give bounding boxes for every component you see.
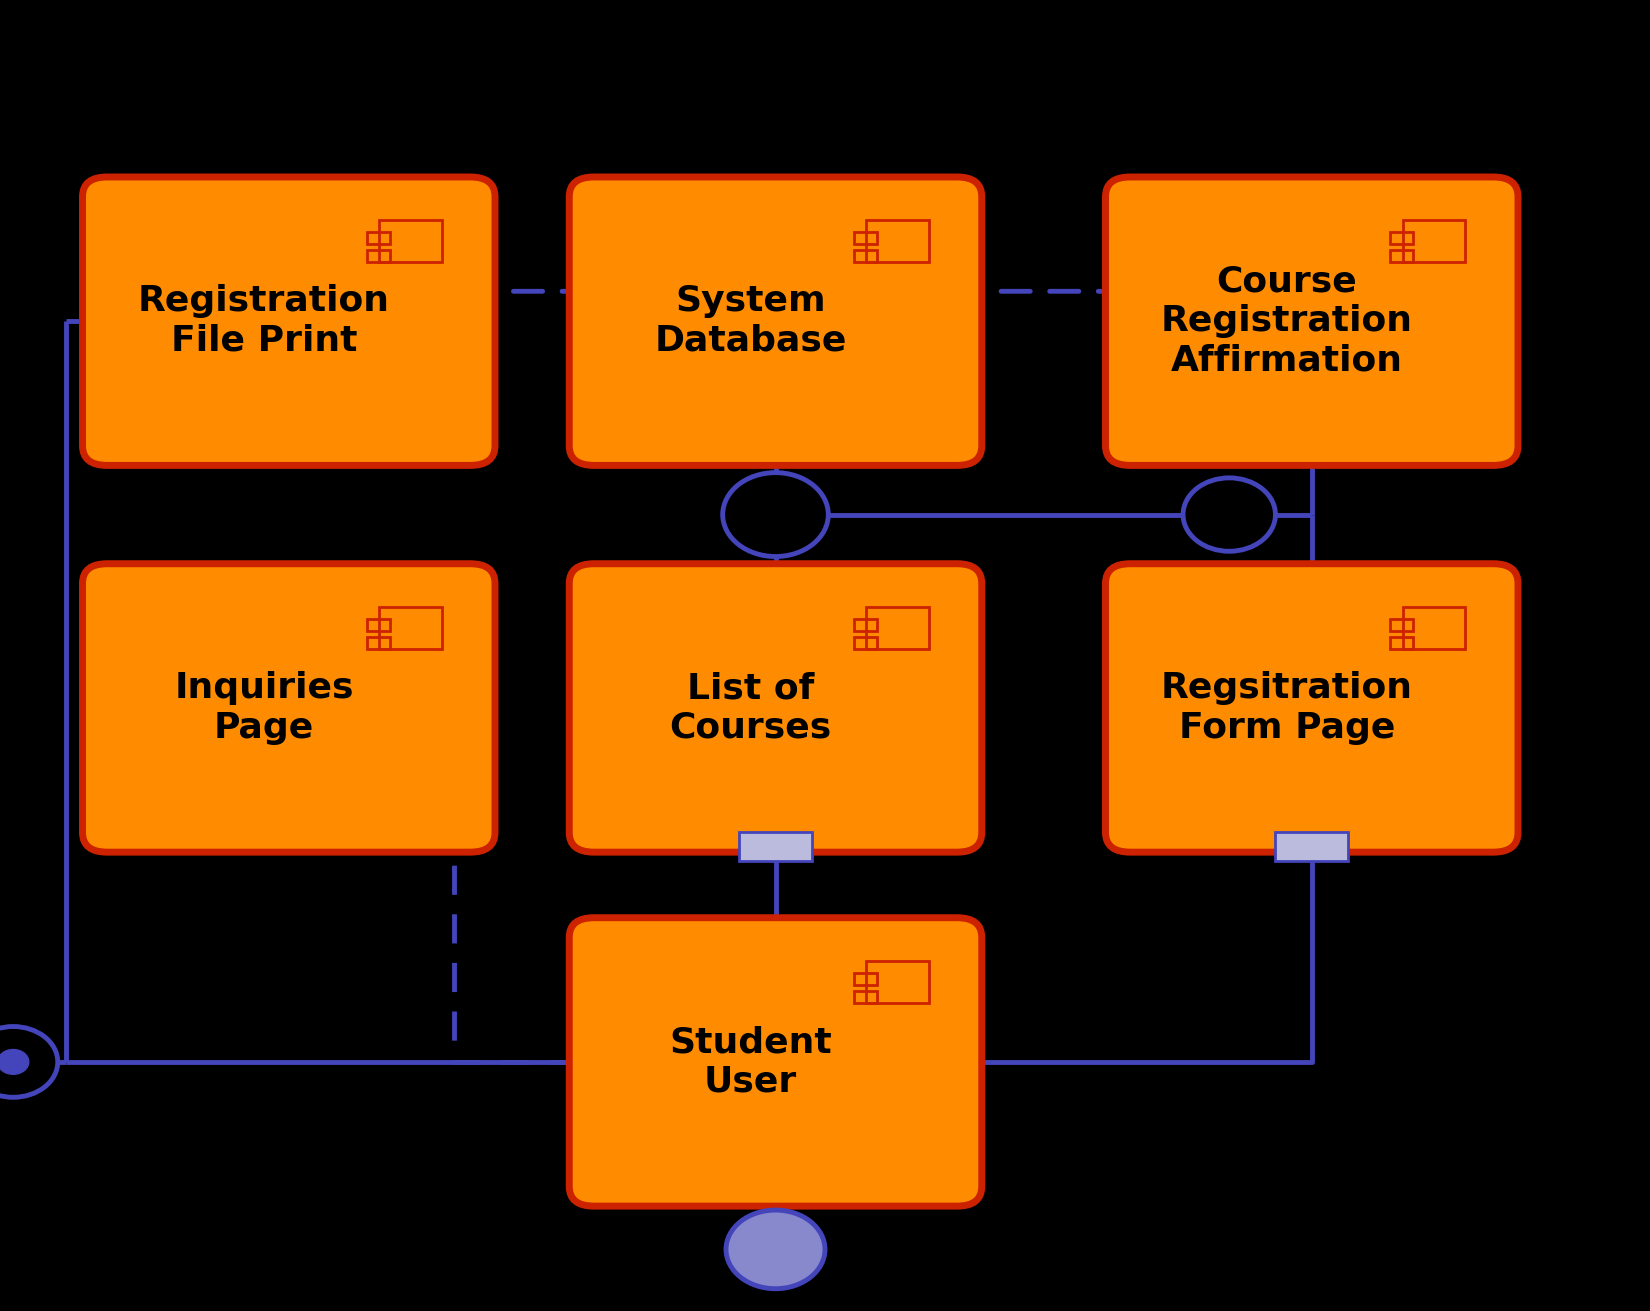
Circle shape: [0, 1050, 28, 1074]
Text: Course
Registration
Affirmation: Course Registration Affirmation: [1162, 265, 1412, 378]
Text: System
Database: System Database: [655, 284, 846, 358]
Bar: [739, 832, 812, 861]
FancyBboxPatch shape: [82, 177, 495, 465]
Text: Student
User: Student User: [670, 1025, 832, 1099]
FancyBboxPatch shape: [569, 177, 982, 465]
Text: Registration
File Print: Registration File Print: [139, 284, 389, 358]
FancyBboxPatch shape: [569, 918, 982, 1206]
Text: Regsitration
Form Page: Regsitration Form Page: [1162, 671, 1412, 745]
Text: List of
Courses: List of Courses: [670, 671, 832, 745]
FancyBboxPatch shape: [569, 564, 982, 852]
Circle shape: [726, 1210, 825, 1289]
Bar: [1275, 832, 1348, 861]
FancyBboxPatch shape: [82, 564, 495, 852]
FancyBboxPatch shape: [1106, 177, 1518, 465]
FancyBboxPatch shape: [1106, 564, 1518, 852]
Text: Inquiries
Page: Inquiries Page: [175, 671, 353, 745]
